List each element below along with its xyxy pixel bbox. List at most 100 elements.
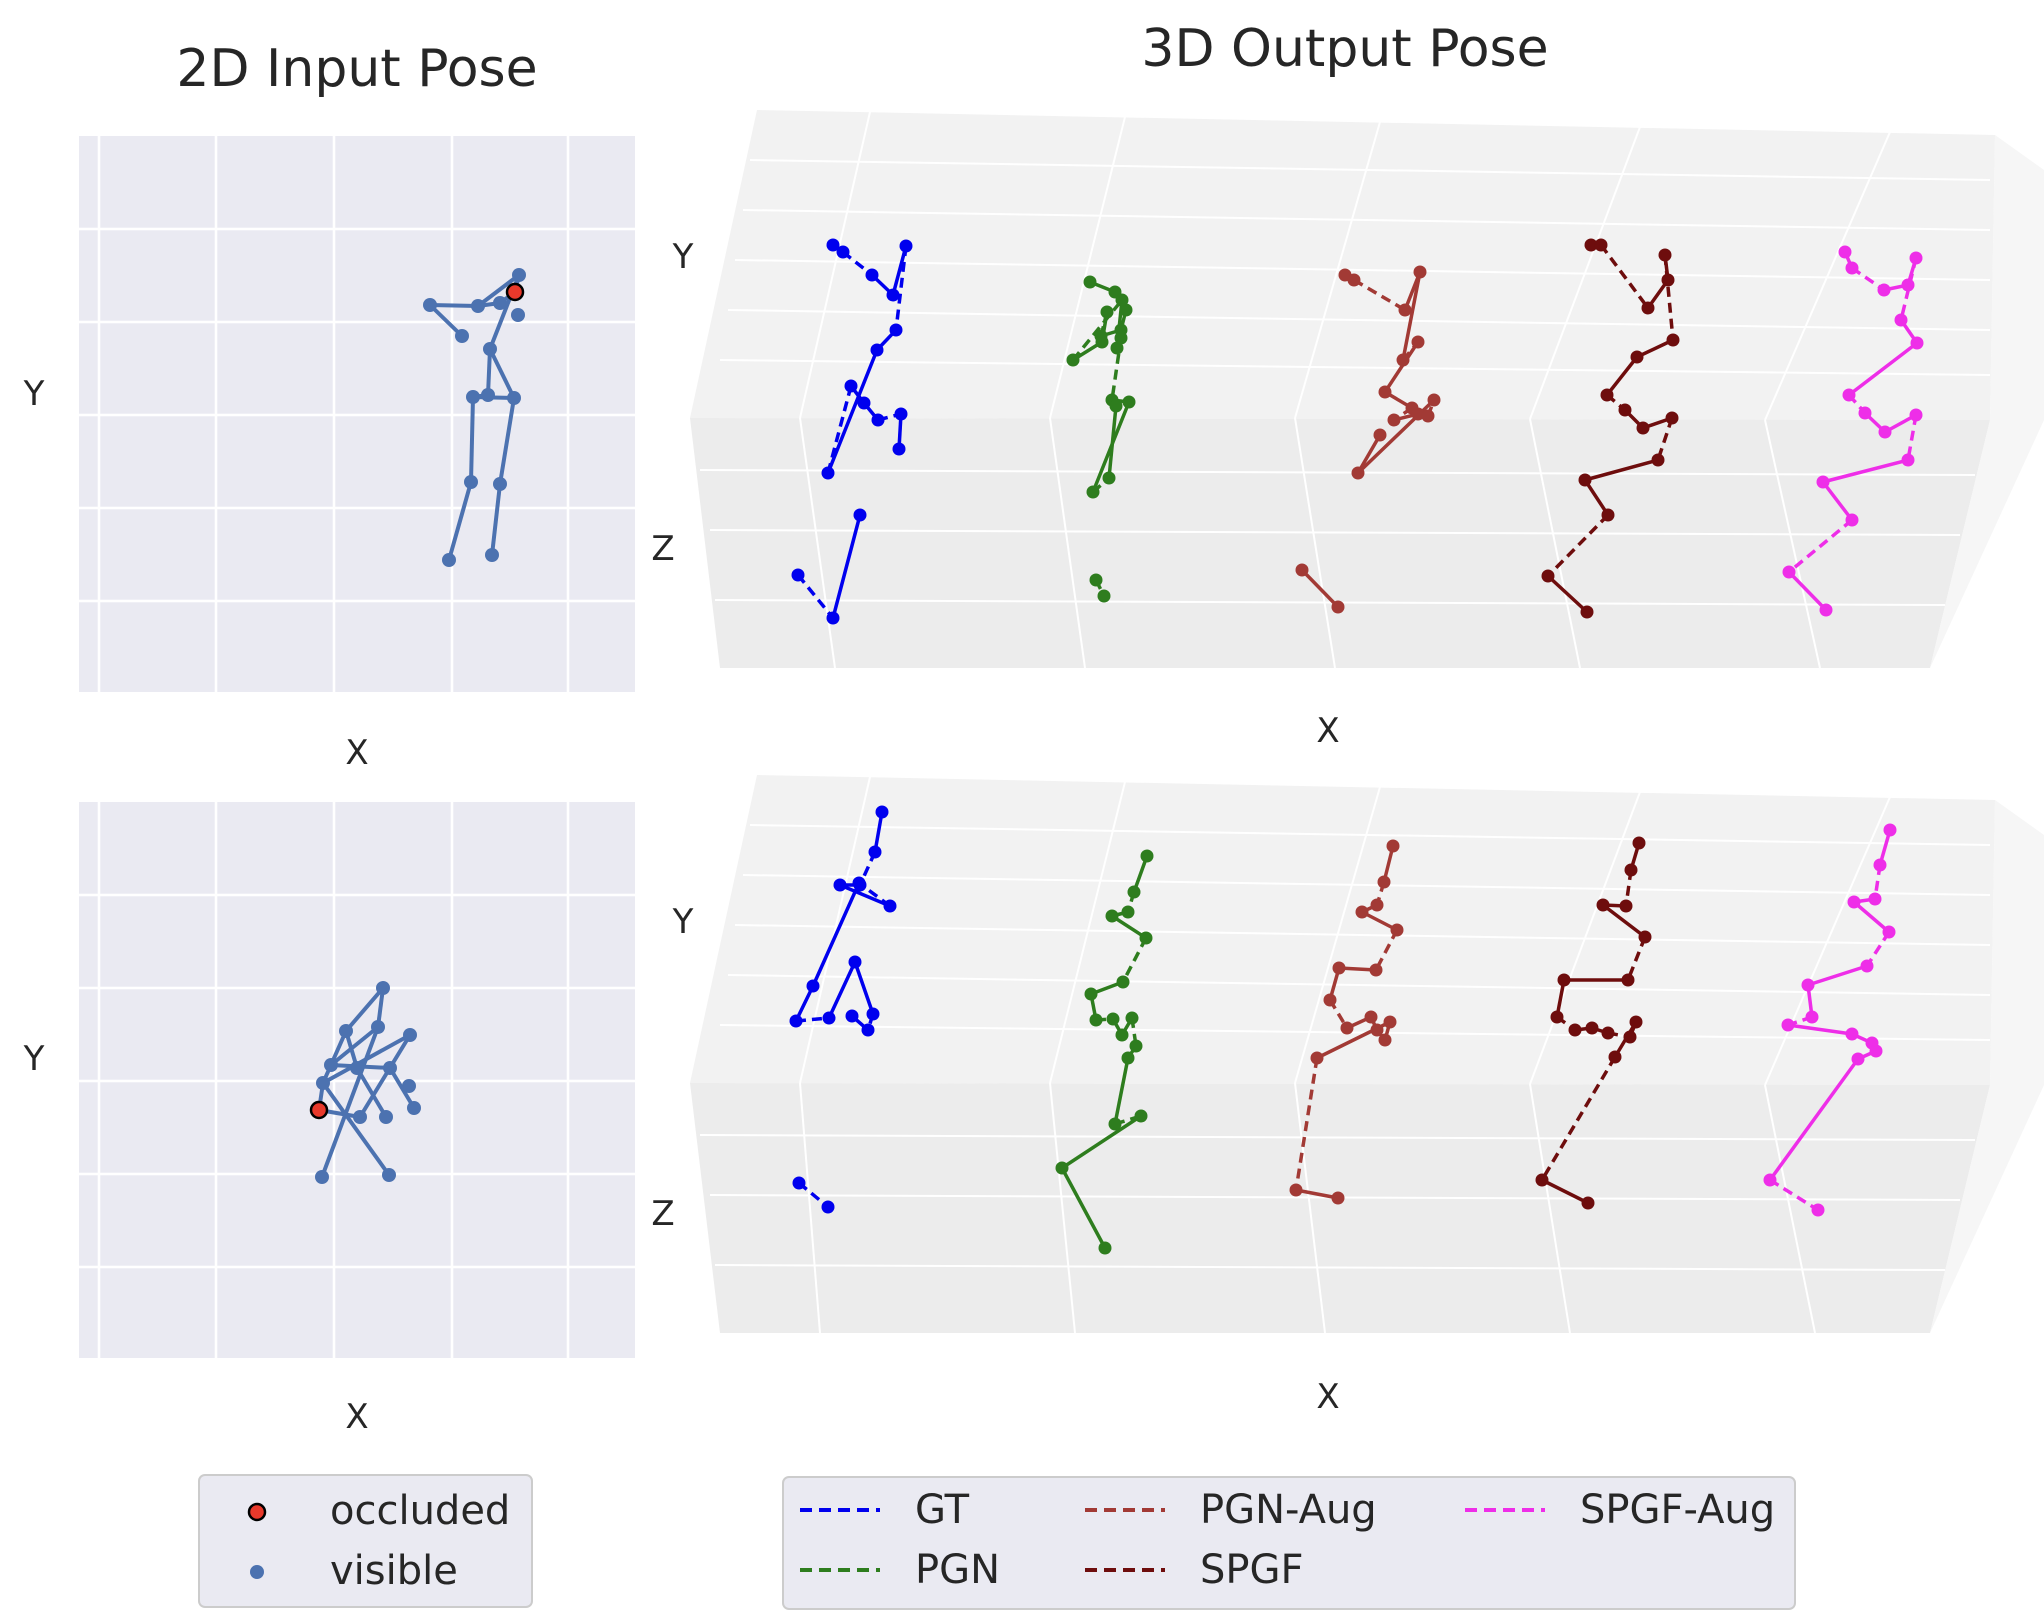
pose-joint	[1115, 1028, 1129, 1042]
x-axis-label: X	[345, 733, 368, 773]
pane-grid	[699, 111, 1991, 669]
pose-bone	[355, 1066, 388, 1119]
pose-bone	[1787, 570, 1828, 612]
pose-joint	[1601, 508, 1615, 522]
pose3d-pgn-aug	[1295, 265, 1441, 614]
pose-joint	[1860, 959, 1874, 973]
visible-joint	[376, 981, 390, 995]
pose-joint	[1351, 466, 1365, 480]
pose-joint	[848, 955, 862, 969]
pane-floor	[690, 418, 1990, 668]
pose-bone	[853, 961, 875, 1015]
pose-joint	[1121, 905, 1135, 919]
pose-bone	[839, 883, 891, 908]
occluded-joint	[505, 282, 525, 302]
pose-joint	[1878, 425, 1892, 439]
pose-joint	[1331, 1191, 1345, 1205]
pose-joint	[1134, 1109, 1148, 1123]
visible-joint	[350, 1061, 364, 1075]
pose-bone	[827, 961, 857, 1019]
pane-grid	[699, 776, 1991, 1334]
pose-joint	[1666, 333, 1680, 347]
pose-joint	[1838, 245, 1852, 259]
pose-joint	[1877, 283, 1891, 297]
y-axis-label: Y	[672, 902, 694, 942]
pose-joint	[821, 466, 835, 480]
pose-joint	[1390, 923, 1404, 937]
legend-label-pgn-aug: PGN-Aug	[1200, 1487, 1377, 1533]
pose3d-pgn	[1066, 275, 1136, 603]
pose-joint	[1869, 1044, 1883, 1058]
pose3d-panel-1: X Y Z	[651, 110, 2044, 751]
pose-bone	[1300, 568, 1340, 609]
occluded-marker	[247, 1502, 267, 1522]
pose-joint	[1089, 573, 1103, 587]
pose-joint	[1873, 858, 1887, 872]
visible-joint	[371, 1020, 385, 1034]
pose-joint	[1568, 1023, 1582, 1037]
visible-marker	[250, 1565, 264, 1579]
pose-joint	[1883, 823, 1897, 837]
visible-joint	[353, 1110, 367, 1124]
pose-joint	[1373, 428, 1387, 442]
pose-joint	[1601, 1026, 1615, 1040]
pose-joint	[894, 407, 908, 421]
pose-joint	[1630, 350, 1644, 364]
pose-joint	[1332, 961, 1346, 975]
pose-joint	[1364, 1010, 1378, 1024]
pose-joint	[1623, 1030, 1637, 1044]
pose-bone	[1787, 1023, 1853, 1036]
pose-joint	[1842, 388, 1856, 402]
pose-joint	[1805, 1010, 1819, 1024]
pose-joint	[871, 413, 885, 427]
visible-joint	[507, 391, 521, 405]
pose-bone	[1605, 355, 1639, 397]
pose-joint	[1114, 331, 1128, 345]
pose-bone	[321, 1030, 348, 1084]
pose-joint	[1083, 275, 1097, 289]
pose-joint	[1550, 1010, 1564, 1024]
pose-bone	[1636, 338, 1674, 359]
pose-joint	[821, 1200, 835, 1214]
pose-joint	[1632, 836, 1646, 850]
pose-bone	[1769, 1178, 1819, 1212]
pose-joint	[866, 1007, 880, 1021]
pose-joint	[865, 268, 879, 282]
pose-bone	[1541, 1178, 1589, 1205]
pose-joint	[1845, 1027, 1859, 1041]
pose2d-skeleton	[423, 268, 526, 567]
visible-joint	[464, 475, 478, 489]
visible-joint	[511, 308, 525, 322]
pose-bone	[476, 273, 521, 308]
pane-back	[690, 775, 1995, 1085]
pose-bone	[447, 481, 473, 561]
pose-joint	[886, 288, 900, 302]
pose-joint	[1636, 421, 1650, 435]
pose-joint	[1125, 1011, 1139, 1025]
pose-joint	[1139, 931, 1153, 945]
pose-bone	[488, 348, 516, 399]
pose-joint	[899, 239, 913, 253]
pose-joint	[1370, 898, 1384, 912]
pose-joint	[1086, 485, 1100, 499]
pose-bone	[1584, 458, 1659, 482]
pose-bone	[1807, 964, 1868, 987]
pose-joint	[1140, 849, 1154, 863]
pose-joint	[1585, 1021, 1599, 1035]
pose-joint	[1097, 589, 1111, 603]
pose-bone	[1821, 480, 1854, 522]
pose-joint	[1535, 1173, 1549, 1187]
pose-joint	[1578, 473, 1592, 487]
pose3d-pgn	[1055, 849, 1154, 1255]
visible-joint	[407, 1101, 421, 1115]
pose-bone	[490, 483, 502, 556]
visible-joint	[382, 1168, 396, 1182]
x-axis-label: X	[1316, 1377, 1339, 1417]
visible-joint	[485, 548, 499, 562]
pose-joint	[1629, 1015, 1643, 1029]
pose-joint	[1427, 393, 1441, 407]
pose-joint	[892, 442, 906, 456]
pose-bone	[1540, 1056, 1617, 1181]
pose-bone	[1060, 1167, 1107, 1249]
pose-joint	[833, 878, 847, 892]
